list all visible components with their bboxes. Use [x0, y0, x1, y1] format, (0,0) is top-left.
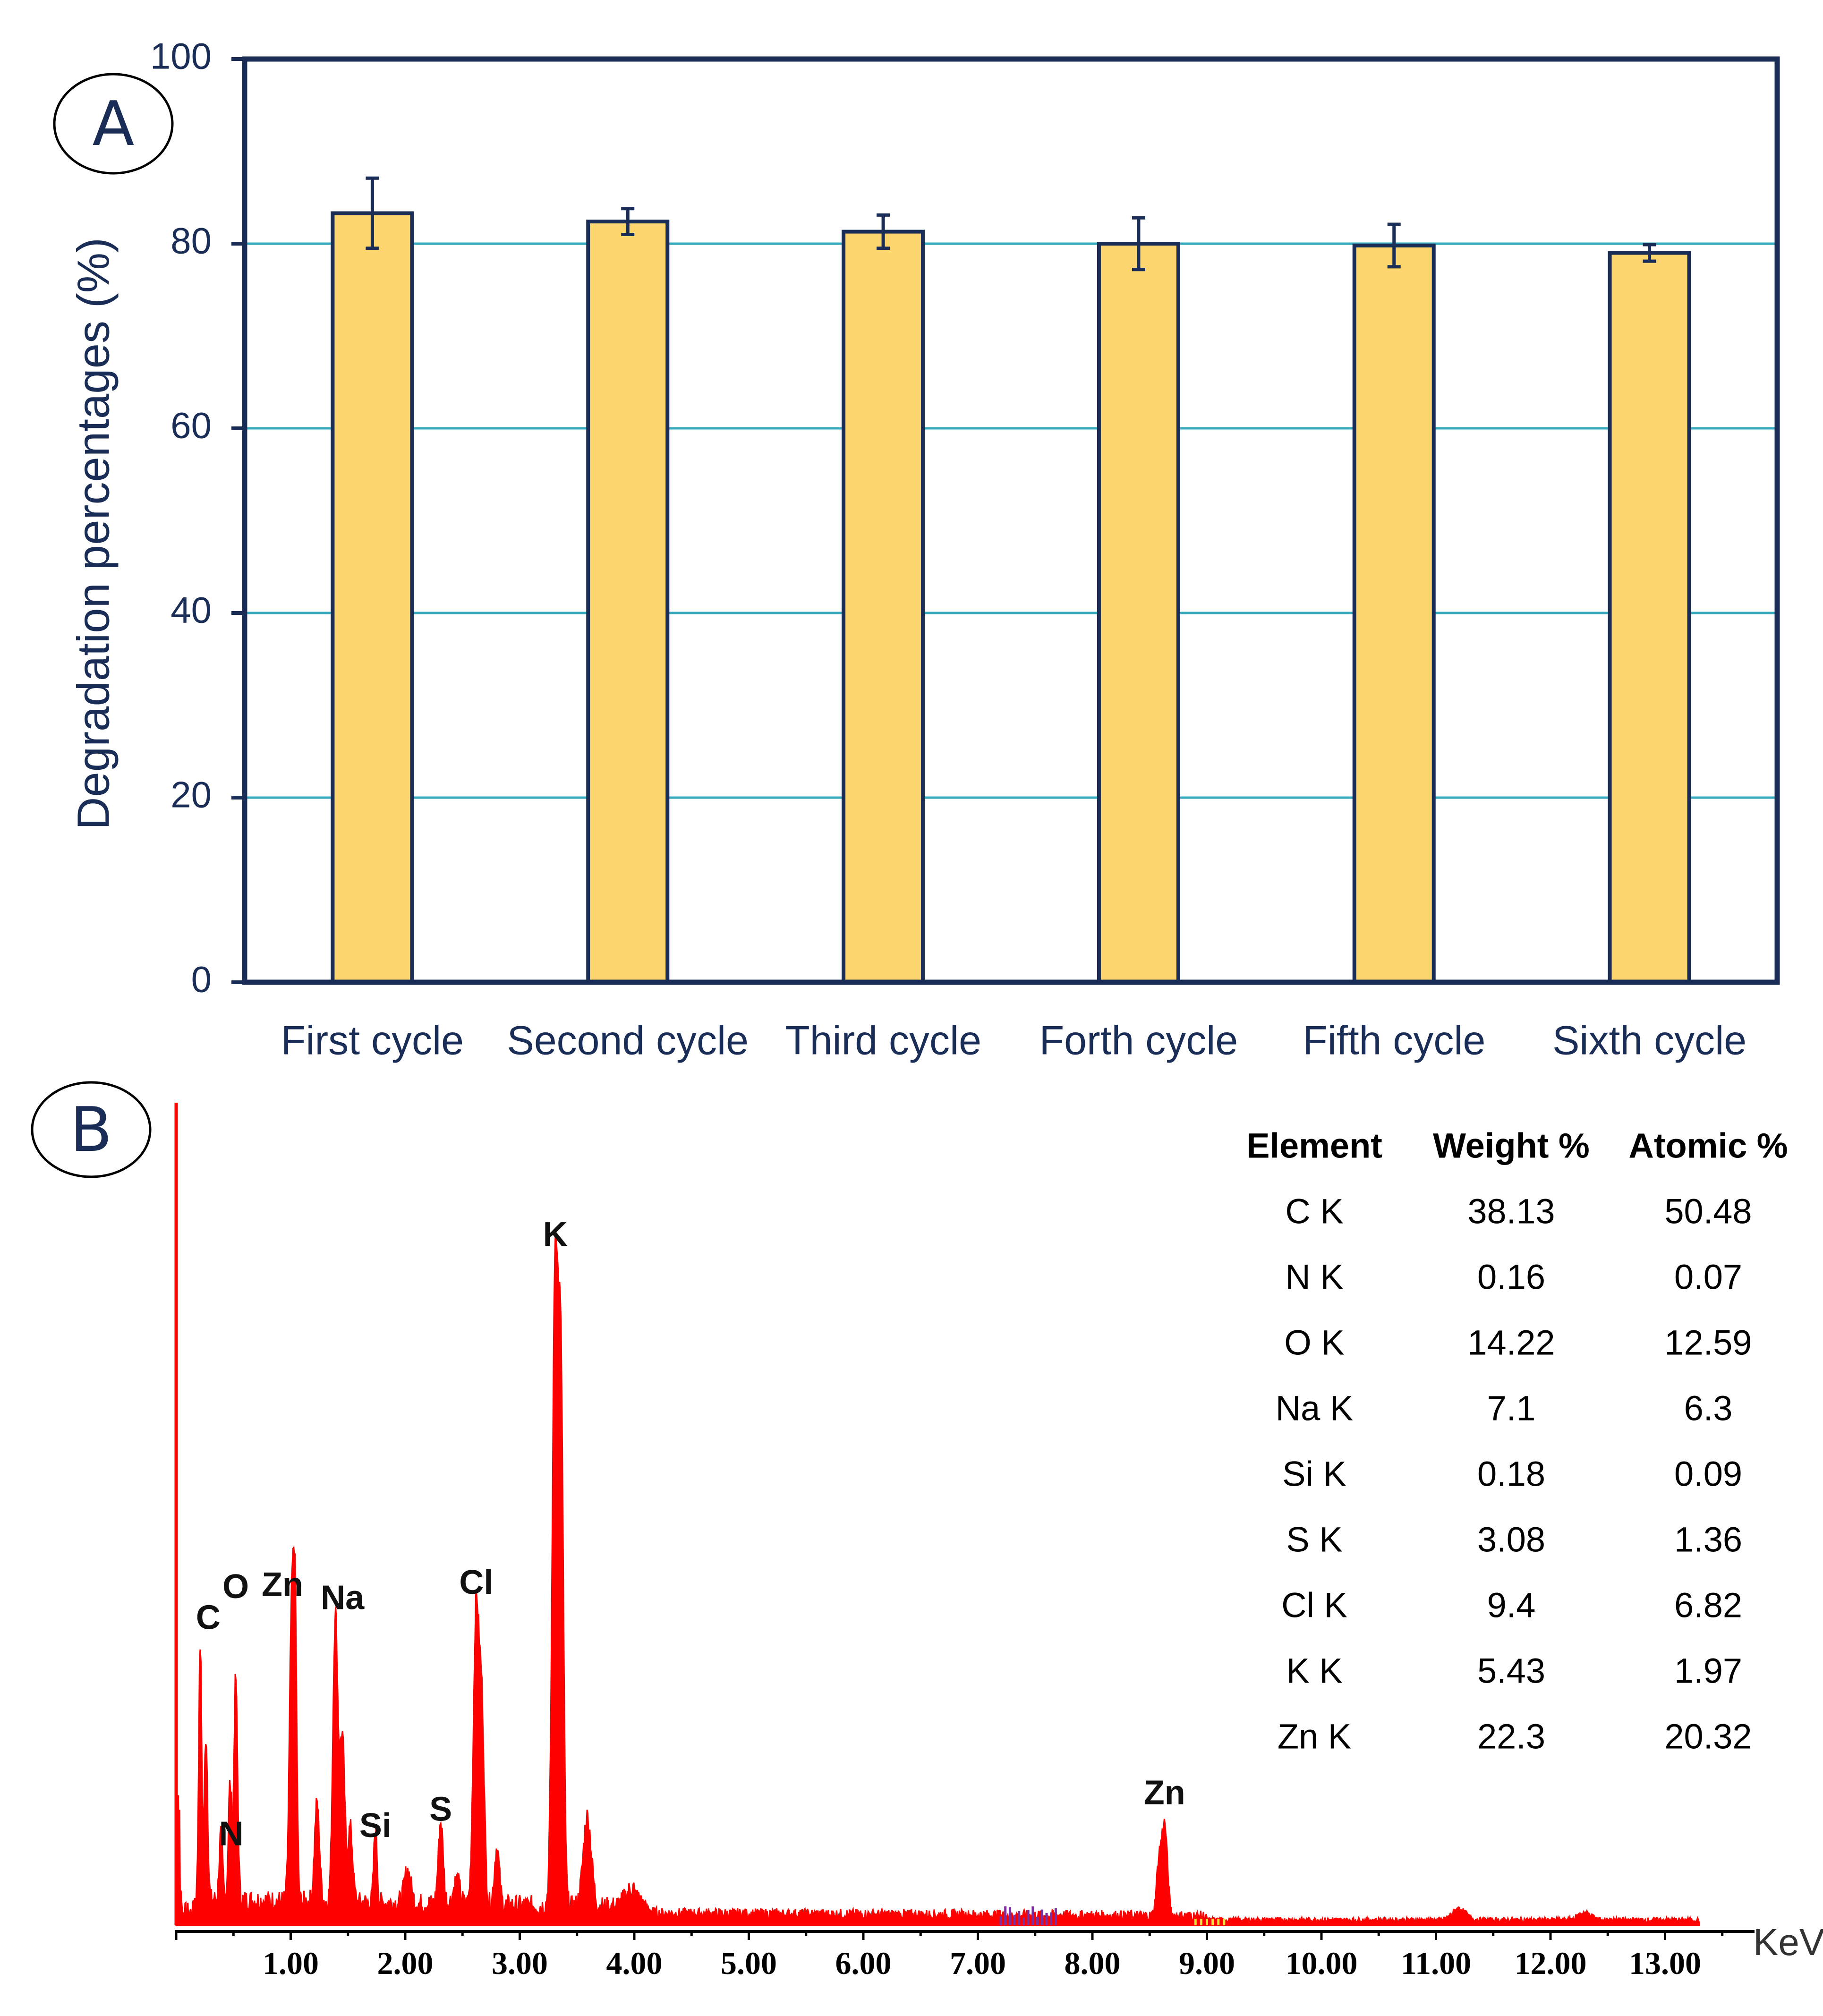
plot-frame [242, 56, 1780, 985]
bar [1097, 242, 1180, 984]
x-axis-label: KeV [1753, 1921, 1823, 1963]
x-tick-label: Forth cycle [1039, 1018, 1238, 1063]
panel-b-badge: B [70, 1094, 112, 1165]
x-tick-labels: First cycle Second cycle Third cycle Forth … [281, 1018, 1746, 1063]
table-cell: C K [1285, 1192, 1343, 1231]
y-tick-labels: 0 20 40 60 80 100 [150, 35, 212, 1000]
table-cell: 5.43 [1477, 1651, 1545, 1691]
x-tick-label: Second cycle [507, 1018, 749, 1063]
bar [586, 220, 670, 985]
table-cell: 50.48 [1664, 1192, 1752, 1231]
peak-label: S [429, 1790, 452, 1828]
panel-a: A 0 20 40 60 80 100 First cycle Second cycle Th… [53, 35, 1780, 1063]
table-cell: 0.09 [1674, 1455, 1742, 1494]
x-tick-label: 12.00 [1515, 1945, 1587, 1981]
peak-label: N [219, 1815, 244, 1853]
table-cell: 9.4 [1487, 1586, 1536, 1625]
table-cell: 12.59 [1664, 1323, 1752, 1362]
bar [1608, 251, 1691, 984]
table-cell: 0.07 [1674, 1258, 1742, 1297]
table-cell: 0.18 [1477, 1455, 1545, 1494]
x-tick-label: 3.00 [492, 1945, 548, 1981]
peak-label: Cl [459, 1564, 493, 1601]
table-cell: 1.97 [1674, 1651, 1742, 1691]
table-cell: N K [1285, 1258, 1343, 1297]
peak-label: Zn [1144, 1774, 1185, 1812]
table-cell: 38.13 [1467, 1192, 1555, 1231]
peak-label: C [196, 1599, 221, 1637]
peak-label: Zn [262, 1566, 303, 1604]
table-cell: 22.3 [1477, 1717, 1545, 1756]
x-tick-label: Sixth cycle [1552, 1018, 1746, 1063]
table-cell: K K [1286, 1651, 1342, 1691]
x-tick-label: 11.00 [1401, 1945, 1471, 1981]
x-tick-label: 10.00 [1286, 1945, 1358, 1981]
table-cell: 14.22 [1467, 1323, 1555, 1362]
gridlines [231, 57, 1777, 984]
table-cell: 6.82 [1674, 1586, 1742, 1625]
table-cell: 6.3 [1684, 1389, 1733, 1428]
peak-label: O [222, 1568, 249, 1606]
x-tick-label: 8.00 [1065, 1945, 1121, 1981]
x-tick-label: 7.00 [950, 1945, 1006, 1981]
y-tick-label: 100 [150, 35, 212, 77]
x-tick-label: Third cycle [785, 1018, 981, 1063]
spectrum-trace [175, 1228, 1700, 1926]
x-tick-label: First cycle [281, 1018, 464, 1063]
y-tick-label: 40 [170, 589, 212, 631]
table-cell: 0.16 [1477, 1258, 1545, 1297]
table-cell: Zn K [1278, 1717, 1351, 1756]
y-tick-label: 60 [170, 405, 212, 446]
x-tick-label: 6.00 [835, 1945, 892, 1981]
table-cell: Si K [1282, 1455, 1346, 1494]
peak-label: Na [321, 1579, 365, 1616]
x-tick-label: 2.00 [377, 1945, 434, 1981]
table-cell: 7.1 [1487, 1389, 1536, 1428]
panel-b-badge-circle [31, 1081, 152, 1178]
peak-label: Si [359, 1807, 392, 1845]
peak-labels: C N O Zn Na Si S Cl K Zn [196, 1216, 1185, 1853]
bar [331, 211, 414, 984]
table-header: Atomic % [1628, 1126, 1788, 1165]
table-header: Weight % [1433, 1126, 1590, 1165]
bar [842, 230, 925, 985]
spectrum-extras [999, 1906, 1226, 1925]
table-header: Element [1246, 1126, 1382, 1165]
x-tick-label: 13.00 [1629, 1945, 1701, 1981]
y-tick-label: 80 [170, 220, 212, 262]
table-cell: 1.36 [1674, 1520, 1742, 1559]
table-cell: Cl K [1281, 1586, 1347, 1625]
x-tick-label: 5.00 [721, 1945, 777, 1981]
panel-a-badge: A [93, 88, 135, 160]
x-tick-label: 1.00 [263, 1945, 319, 1981]
table-cell: 20.32 [1664, 1717, 1752, 1756]
table-cell: Na K [1276, 1389, 1354, 1428]
table-cell: S K [1286, 1520, 1342, 1559]
table-cell: 3.08 [1477, 1520, 1545, 1559]
peak-label: K [543, 1216, 568, 1253]
x-ticks: 1.00 2.00 3.00 4.00 5.00 6.00 7.00 8.00 9.00 10.0… [175, 1931, 1724, 1981]
y-tick-label: 20 [170, 774, 212, 816]
panel-a-badge-circle [53, 73, 174, 175]
x-tick-label: 4.00 [606, 1945, 663, 1981]
error-bars [366, 176, 1656, 272]
y-axis-label: Degradation percentages (%) [68, 238, 119, 830]
x-tick-label: 9.00 [1179, 1945, 1235, 1981]
bar [1352, 243, 1436, 984]
bars [331, 211, 1691, 985]
table-cell: O K [1284, 1323, 1344, 1362]
eds-table: Element Weight % Atomic % C K 38.13 50.48 N K 0… [1246, 1126, 1788, 1756]
panel-b: B 1.00 2.00 3.00 4.00 5.00 6.00 7.00 8.00 9.00 10… [31, 1081, 1823, 1981]
y-tick-label: 0 [191, 959, 212, 1000]
x-tick-label: Fifth cycle [1303, 1018, 1485, 1063]
